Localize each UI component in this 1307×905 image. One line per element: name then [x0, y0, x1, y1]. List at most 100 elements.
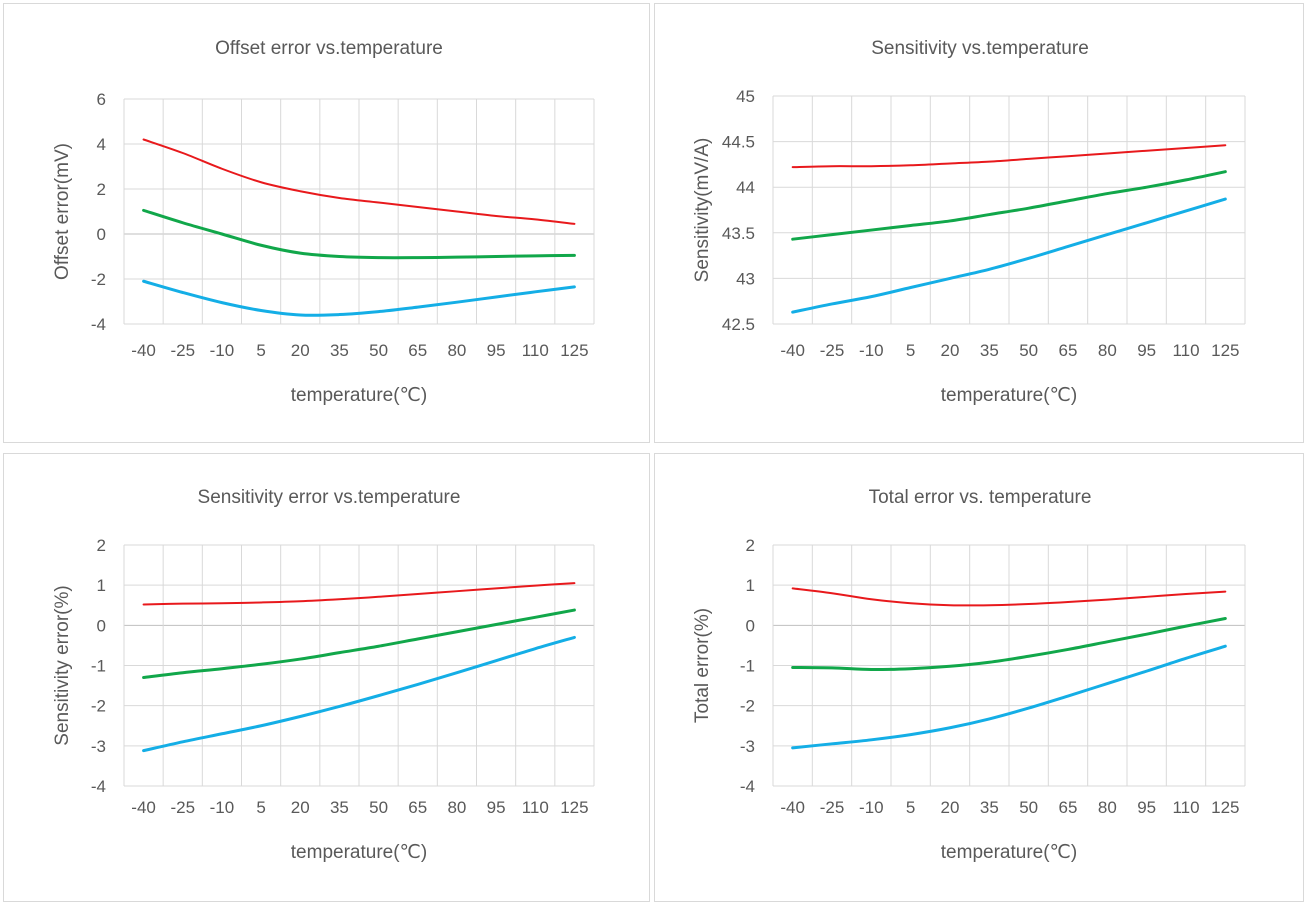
x-axis-title: temperature(℃) — [941, 385, 1077, 406]
x-tick-label: -40 — [780, 341, 805, 360]
x-tick-label: 95 — [1137, 798, 1156, 817]
x-tick-label: -10 — [210, 798, 235, 817]
y-tick-label: 2 — [97, 536, 106, 555]
chart-svg: Offset error vs.temperature -4 -2 0 2 4 6 -40 -2… — [52, 38, 595, 406]
chart-title: Sensitivity error vs.temperature — [198, 487, 461, 508]
chart-svg: Sensitivity error vs.temperature -4 -3 -2 -1… — [52, 487, 595, 863]
chart-panel-offset-error: Offset error vs.temperature -4 -2 0 2 4 6 -40 -2… — [3, 3, 650, 443]
series-line-1 — [142, 582, 576, 606]
x-tick-label: 35 — [980, 341, 999, 360]
x-tick-label: 50 — [369, 341, 388, 360]
x-tick-label: 110 — [1172, 341, 1199, 360]
y-tick-label: -2 — [740, 697, 755, 716]
series-line-2 — [791, 617, 1227, 672]
y-tick-label: -2 — [91, 270, 106, 289]
x-tick-label: 110 — [522, 341, 549, 360]
y-tick-label: 43.5 — [722, 224, 755, 243]
y-axis-title: Sensitivity(mV/A) — [692, 138, 713, 283]
x-tick-label: -25 — [820, 798, 845, 817]
y-tick-label: -3 — [91, 737, 106, 756]
x-tick-label: 125 — [560, 341, 588, 360]
x-tick-label: 35 — [330, 341, 349, 360]
series-line-2 — [791, 170, 1227, 241]
y-tick-label: 1 — [97, 576, 106, 595]
y-tick-label: -1 — [740, 657, 755, 676]
series-line-2 — [142, 208, 576, 260]
x-tick-label: 50 — [1019, 798, 1038, 817]
series-line-1 — [791, 587, 1227, 607]
x-tick-label: -40 — [131, 798, 156, 817]
x-tick-label: 50 — [1019, 341, 1038, 360]
x-tick-label: 110 — [1172, 798, 1199, 817]
x-tick-label: 65 — [1059, 798, 1078, 817]
chart-title: Total error vs. temperature — [869, 487, 1092, 508]
y-tick-label: 2 — [97, 180, 106, 199]
x-tick-label: 20 — [291, 341, 310, 360]
y-tick-label: -2 — [91, 697, 106, 716]
series-line-1 — [142, 138, 576, 225]
y-tick-label: -1 — [91, 657, 106, 676]
chart-panel-sensitivity: Sensitivity vs.temperature 42.5 43 43.5 44 44… — [654, 3, 1304, 443]
x-tick-label: 20 — [291, 798, 310, 817]
series-line-3 — [791, 197, 1227, 314]
x-tick-label: 20 — [941, 798, 960, 817]
y-tick-label: -3 — [740, 737, 755, 756]
chart-svg: Total error vs. temperature-4-3-2-1012-4… — [692, 487, 1246, 863]
y-tick-label: -4 — [91, 315, 106, 334]
y-tick-label: 0 — [97, 225, 106, 244]
chart-title: Offset error vs.temperature — [215, 38, 443, 59]
chart-title: Sensitivity vs.temperature — [871, 38, 1089, 59]
x-tick-label: 50 — [369, 798, 388, 817]
x-tick-label: 80 — [447, 341, 466, 360]
x-tick-label: 95 — [1137, 341, 1156, 360]
x-tick-label: 125 — [1211, 798, 1239, 817]
y-tick-label: 0 — [746, 616, 755, 635]
x-tick-label: -25 — [170, 341, 195, 360]
x-tick-label: 80 — [1098, 341, 1117, 360]
chart-panel-total-error: Total error vs. temperature -4 -3 -2 -1 0 1 2 -4… — [654, 453, 1304, 902]
y-tick-label: 6 — [97, 90, 106, 109]
x-tick-label: -25 — [170, 798, 195, 817]
y-tick-label: 44.5 — [722, 133, 755, 152]
x-tick-label: -40 — [131, 341, 156, 360]
y-tick-label: 4 — [97, 135, 106, 154]
y-tick-label: 42.5 — [722, 315, 755, 334]
x-tick-label: 65 — [408, 798, 427, 817]
y-axis-title: Offset error(mV) — [52, 143, 73, 280]
x-axis-title: temperature(℃) — [291, 842, 427, 863]
x-tick-label: 5 — [906, 341, 915, 360]
y-tick-label: 45 — [736, 87, 755, 106]
x-tick-label: 80 — [1098, 798, 1117, 817]
y-axis-title: Total error(%) — [692, 608, 713, 723]
x-tick-label: 5 — [256, 341, 265, 360]
x-tick-label: 65 — [408, 341, 427, 360]
chart-svg: Sensitivity vs.temperature 42.5 43 43.5 44 44… — [692, 38, 1246, 406]
x-tick-label: 5 — [256, 798, 265, 817]
x-axis-title: temperature(℃) — [291, 385, 427, 406]
series-line-3 — [142, 279, 576, 317]
y-tick-label: 43 — [736, 269, 755, 288]
series-line-3 — [791, 644, 1227, 750]
x-tick-label: 110 — [522, 798, 549, 817]
x-tick-label: 95 — [487, 798, 506, 817]
x-tick-label: 80 — [447, 798, 466, 817]
x-tick-label: -10 — [859, 798, 884, 817]
y-axis-title: Sensitivity error(%) — [52, 585, 73, 745]
chart-panel-sensitivity-error: Sensitivity error vs.temperature -4 -3 -2 -1… — [3, 453, 650, 902]
y-tick-label: -4 — [91, 777, 106, 796]
y-tick-label: 1 — [746, 576, 755, 595]
x-tick-label: 35 — [980, 798, 999, 817]
series-line-2 — [142, 608, 576, 680]
x-tick-label: -10 — [210, 341, 235, 360]
x-tick-label: 95 — [487, 341, 506, 360]
y-tick-label: -4 — [740, 777, 755, 796]
x-tick-label: -10 — [859, 341, 884, 360]
x-tick-label: -25 — [820, 341, 845, 360]
y-tick-label: 2 — [746, 536, 755, 555]
y-tick-label: 0 — [97, 616, 106, 635]
x-tick-label: 5 — [906, 798, 915, 817]
x-tick-label: 65 — [1059, 341, 1078, 360]
x-tick-label: 125 — [1211, 341, 1239, 360]
y-tick-label: 44 — [736, 178, 755, 197]
x-tick-label: 125 — [560, 798, 588, 817]
